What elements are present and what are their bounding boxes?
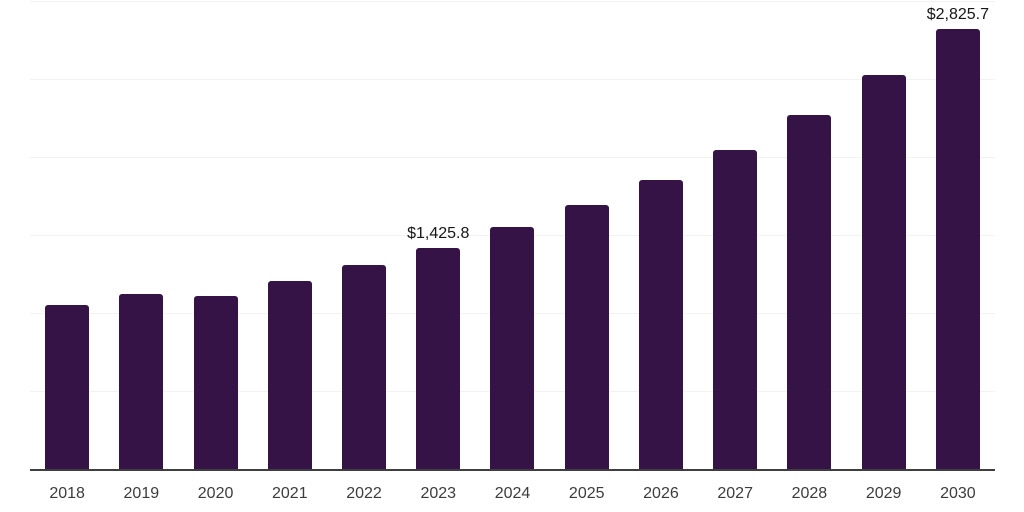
bar-2028 (787, 115, 832, 470)
x-tick-label-2018: 2018 (49, 485, 85, 502)
bar-2026 (638, 179, 683, 470)
bar-slot-2018: 2018 (30, 2, 104, 502)
bar-2020 (193, 296, 238, 470)
bar-slot-2020: 2020 (178, 2, 252, 502)
bar-2029 (861, 75, 906, 470)
gridline-2000 (30, 157, 995, 159)
plot-area: 2018 2019 2020 2021 2022 $1,425.8 2023 2024 2025… (30, 1, 995, 502)
bar-slot-2029: 2029 (847, 2, 921, 502)
bar-2018 (45, 305, 90, 470)
bar-slot-2024: 2024 (475, 2, 549, 502)
bar-2019 (119, 294, 164, 470)
bar-slot-2022: 2022 (327, 2, 401, 502)
x-tick-label-2024: 2024 (494, 485, 531, 502)
x-tick-label-2026: 2026 (643, 485, 679, 502)
value-label-2023: $1,425.8 (407, 224, 470, 242)
bar-2027 (713, 149, 758, 470)
x-tick-label-2021: 2021 (272, 485, 308, 502)
bar-2021 (267, 281, 312, 470)
gridline-3000 (30, 1, 995, 2)
x-tick-label-2023: 2023 (420, 485, 457, 502)
bar-slot-2026: 2026 (624, 2, 698, 502)
x-tick-label-2028: 2028 (791, 485, 828, 502)
x-tick-label-2025: 2025 (568, 485, 605, 502)
bar-slot-2021: 2021 (253, 2, 327, 502)
bar-2023 (416, 247, 461, 470)
bar-slot-2023: $1,425.8 2023 (401, 2, 475, 501)
x-tick-label-2030: 2030 (940, 485, 976, 502)
bar-slot-2027: 2027 (698, 2, 772, 502)
bar-2025 (564, 204, 609, 470)
value-label-2030: $2,825.7 (926, 6, 990, 24)
x-tick-label-2029: 2029 (865, 485, 902, 502)
x-tick-label-2027: 2027 (717, 485, 753, 502)
x-axis-line (30, 469, 995, 471)
bar-slot-2030: $2,825.7 2030 (921, 2, 995, 502)
bar-2024 (490, 227, 535, 470)
bar-2022 (342, 265, 387, 470)
gridline-2500 (30, 79, 995, 80)
x-tick-label-2022: 2022 (346, 485, 382, 502)
x-tick-label-2019: 2019 (123, 485, 160, 502)
x-tick-label-2020: 2020 (197, 485, 234, 502)
bar-slot-2019: 2019 (104, 2, 178, 502)
bar-slot-2028: 2028 (772, 2, 846, 502)
bar-slot-2025: 2025 (550, 2, 624, 502)
bar-2030 (935, 29, 980, 470)
